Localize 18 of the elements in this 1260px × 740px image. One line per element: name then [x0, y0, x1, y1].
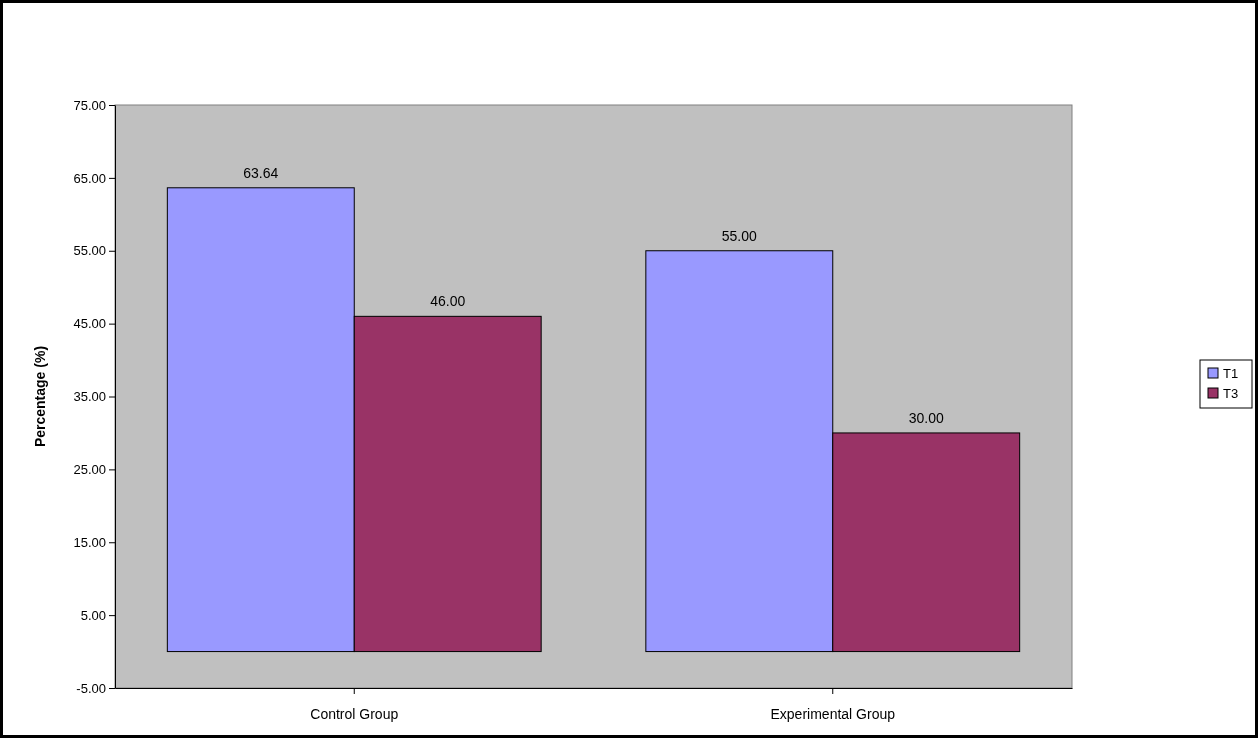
y-axis-title: Percentage (%) — [32, 345, 48, 448]
y-tick-label: 55.00 — [73, 243, 106, 259]
y-tick-label: 45.00 — [73, 316, 106, 332]
y-tick-label: 25.00 — [73, 462, 106, 478]
data-label: 46.00 — [430, 293, 466, 310]
y-tick-label: 15.00 — [73, 534, 106, 550]
y-tick-label: 65.00 — [73, 170, 106, 186]
y-tick-label: 75.00 — [73, 97, 106, 113]
data-label: 30.00 — [908, 409, 944, 426]
data-label: 55.00 — [721, 227, 758, 244]
legend-label: T1 — [1223, 366, 1239, 381]
y-tick-label: 35.00 — [73, 389, 106, 405]
x-tick-label: Control Group — [310, 706, 399, 723]
x-tick-label: Experimental Group — [770, 706, 896, 723]
y-tick-label: 5.00 — [80, 607, 106, 623]
legend-label: T3 — [1223, 386, 1239, 401]
y-tick-label: -5.00 — [76, 680, 106, 696]
data-label: 63.64 — [243, 164, 279, 181]
